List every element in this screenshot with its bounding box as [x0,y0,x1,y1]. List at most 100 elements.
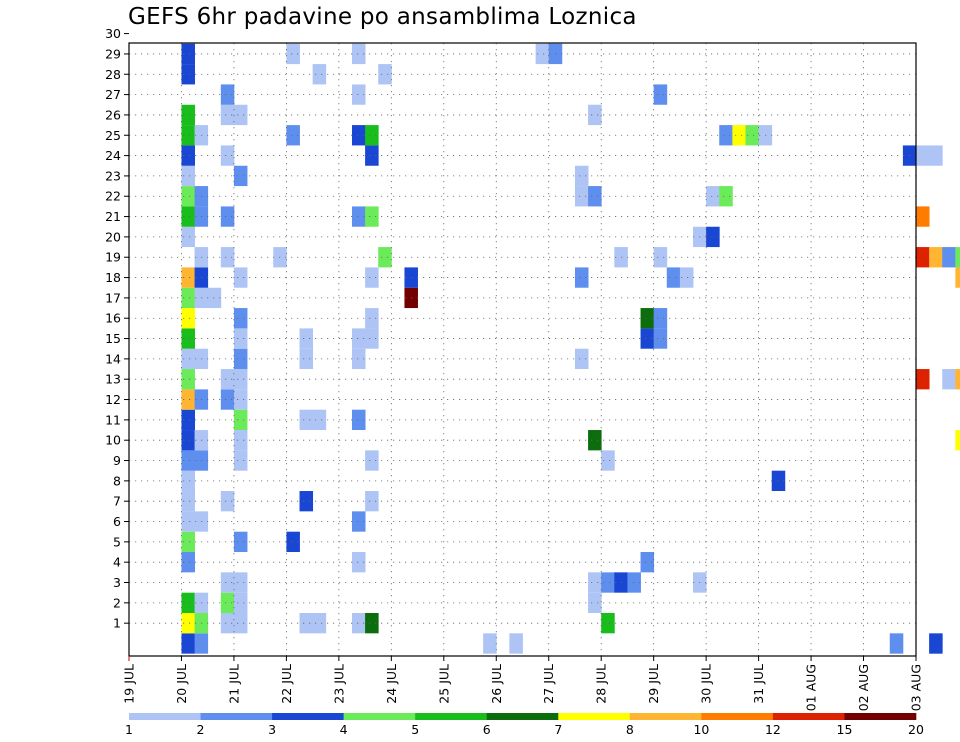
data-cell [889,633,904,654]
data-cell [181,186,195,207]
x-tick-label: 20 JUL [174,664,189,704]
data-cell [299,348,314,370]
cells-layer [181,43,960,654]
data-cell [181,287,195,309]
x-tick-label: 03 AUG [909,664,924,711]
data-cell [365,328,379,349]
data-cell [640,328,655,349]
y-tick-label: 21 [105,209,121,224]
x-tick-label: 01 AUG [804,664,819,711]
data-cell [181,613,195,634]
plot-frame [128,42,917,657]
data-cell [181,389,195,410]
colorbar-label: 10 [693,722,709,737]
data-cell [181,491,195,512]
data-cell [181,531,195,553]
data-cell [365,491,379,512]
data-cell [588,186,602,207]
y-tick-label: 12 [105,392,121,407]
x-tick-label: 24 JUL [384,664,399,704]
data-cell [942,369,956,390]
y-tick-label: 29 [105,46,121,61]
data-cell [181,145,195,166]
data-cell [181,206,195,227]
data-cell [351,328,366,349]
y-tick-label: 6 [113,514,121,529]
data-cell [181,348,195,370]
data-cell [181,226,195,248]
data-cell [351,511,366,532]
data-cell [351,409,366,431]
colorbar: 1 2 3 4 5 6 7 8 10 12 15 20 [125,713,924,737]
data-cell [509,633,523,654]
y-tick-label: 3 [113,575,121,590]
data-cell [233,450,248,471]
data-cell [653,84,668,105]
data-cell [483,633,497,654]
y-tick-label: 4 [113,555,121,570]
y-tick-label: 5 [113,534,121,549]
x-tick-label: 22 JUL [279,664,294,704]
y-tick-label: 30 [105,26,121,41]
y-tick-label: 18 [105,270,121,285]
data-cell [365,145,379,166]
data-cell [233,165,248,187]
data-cell [365,125,379,146]
data-cell [351,206,366,227]
data-cell [719,186,733,207]
x-tick-label: 19 JUL [122,664,137,704]
data-cell [286,43,300,65]
x-tick-label: 27 JUL [541,664,556,704]
data-cell [233,369,248,390]
data-cell [955,369,960,390]
data-cell [706,186,720,207]
colorbar-label: 7 [554,722,562,737]
y-tick-label: 28 [105,67,121,82]
colorbar-label: 5 [411,722,419,737]
data-cell [351,43,366,65]
data-cell [286,125,300,146]
data-cell [233,409,248,431]
data-cell [181,369,195,390]
data-cell [653,308,668,329]
data-cell [220,145,235,166]
data-cell [181,470,195,492]
x-tick-label: 29 JUL [646,664,661,704]
y-tick-label: 2 [113,595,121,610]
data-cell [220,104,235,126]
data-cell [351,552,366,573]
data-cell [929,145,943,166]
y-tick-label: 8 [113,473,121,488]
y-tick-label: 9 [113,453,121,468]
y-tick-label: 19 [105,250,121,265]
data-cell [299,409,314,431]
data-cell [233,267,248,288]
data-cell [942,247,956,268]
data-cell [351,613,366,634]
y-tick-label: 16 [105,311,121,326]
colorbar-swatch [415,713,488,720]
colorbar-label: 4 [340,722,348,737]
y-tick-label: 22 [105,189,121,204]
data-cell [588,430,602,451]
data-cell [653,247,668,268]
colorbar-swatch [844,713,917,720]
data-cell [233,531,248,553]
y-tick-label: 13 [105,372,121,387]
chart-title: GEFS 6hr padavine po ansamblima Loznica [128,4,637,30]
data-cell [351,348,366,370]
data-cell [299,491,314,512]
colorbar-swatch [558,713,631,720]
data-cell [299,328,314,349]
colorbar-swatch [629,713,702,720]
data-cell [194,633,209,654]
colorbar-swatch [272,713,344,720]
data-cell [351,125,366,146]
data-cell [207,287,222,309]
y-tick-label: 11 [105,412,121,427]
data-cell [181,43,195,65]
data-cell [220,572,235,593]
x-tick-label: 28 JUL [594,664,609,704]
data-cell [640,552,655,573]
data-cell [640,308,655,329]
